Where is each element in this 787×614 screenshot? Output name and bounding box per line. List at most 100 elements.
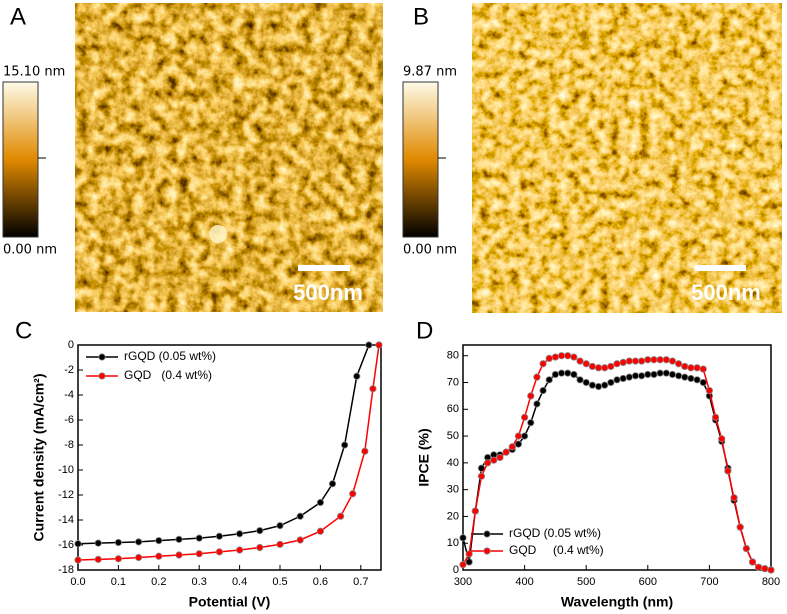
data-point [459,534,467,542]
data-point [588,381,596,389]
data-point [551,370,560,379]
data-point [699,365,707,373]
data-point [459,561,467,569]
data-point [514,432,523,440]
y-tick-label: 70 [447,376,459,388]
plot-area [462,344,772,571]
data-point [601,364,609,372]
y-tick-label: 10 [447,537,459,549]
y-tick-label: 60 [447,403,459,415]
data-point [94,555,102,563]
data-point [369,385,377,393]
data-point [74,540,82,548]
data-point [601,381,609,389]
data-point [195,550,203,558]
data-point [349,490,357,498]
data-point [662,369,670,377]
colorbar-max: 9.87 nm [403,65,457,80]
data-point [114,538,123,547]
data-point [215,548,223,556]
data-point [533,373,541,381]
data-point [619,358,627,367]
data-point [718,435,726,443]
data-point [693,376,701,384]
data-point [638,357,646,365]
colorbar-min: 0.00 nm [3,243,57,258]
colorbar-min: 0.00 nm [403,243,457,258]
scale-bar-label: 500nm [293,280,363,305]
data-point [353,372,361,380]
data-point [471,507,479,515]
data-point [582,378,590,387]
x-tick-label: 300 [454,576,472,588]
data-point [276,522,284,530]
data-point [570,353,578,361]
y-tick-label: 80 [447,350,459,362]
afm-particle [209,225,227,243]
data-point [607,362,615,371]
y-tick-label: 20 [447,510,459,522]
data-point [175,551,183,559]
x-tick-label: 0.3 [192,576,207,588]
data-point [465,550,473,558]
legend-marker [98,372,106,380]
x-tick-label: 700 [700,576,718,588]
data-point [135,553,143,562]
y-axis-title: Current density (mA/cm²) [31,373,47,541]
data-point [644,370,652,379]
data-point [687,374,695,383]
data-point [215,532,223,540]
data-point [316,527,324,535]
data-point [687,364,695,372]
x-tick-label: 400 [515,576,533,588]
x-tick-label: 0.6 [313,576,328,588]
data-point [681,362,689,371]
data-point [564,369,572,377]
afm-image [472,3,782,313]
data-point [341,441,349,449]
data-point [361,447,369,455]
data-point [761,565,769,573]
y-tick-label: 30 [447,484,459,496]
data-point [668,370,677,379]
x-tick-label: 0.2 [151,576,166,588]
x-axis-title: Potential (V) [189,594,271,610]
panel-label: D [416,317,433,344]
data-point [736,523,744,531]
x-tick-label: 800 [762,576,780,588]
data-point [613,376,621,384]
data-point [607,378,615,387]
data-point [545,376,553,384]
data-point [502,448,510,456]
colorbar-max: 15.10 nm [3,65,65,80]
data-point [195,534,203,542]
x-tick-label: 0.5 [272,576,287,588]
data-point [699,378,707,387]
colorbar [402,81,439,238]
data-point [650,370,658,379]
data-point [155,537,163,545]
data-point [582,360,590,368]
data-point [748,558,757,566]
x-tick-label: 0.4 [232,576,247,588]
data-point [527,419,535,427]
data-point [644,356,652,364]
data-point [276,540,284,548]
data-point [656,356,664,364]
data-point [755,563,763,571]
y-tick-label: 0 [453,564,459,576]
data-point [175,535,183,543]
series-line [77,344,370,545]
legend-marker [98,353,106,361]
data-point [730,494,738,502]
y-tick-label: 0 [68,339,74,351]
y-tick-label: -2 [64,364,74,376]
y-tick-label: -12 [58,489,74,501]
data-point [742,544,750,553]
data-point [625,373,633,381]
data-point [375,341,383,349]
data-point [539,386,547,395]
data-point [256,543,264,552]
data-point [539,360,547,368]
data-point [594,382,603,391]
